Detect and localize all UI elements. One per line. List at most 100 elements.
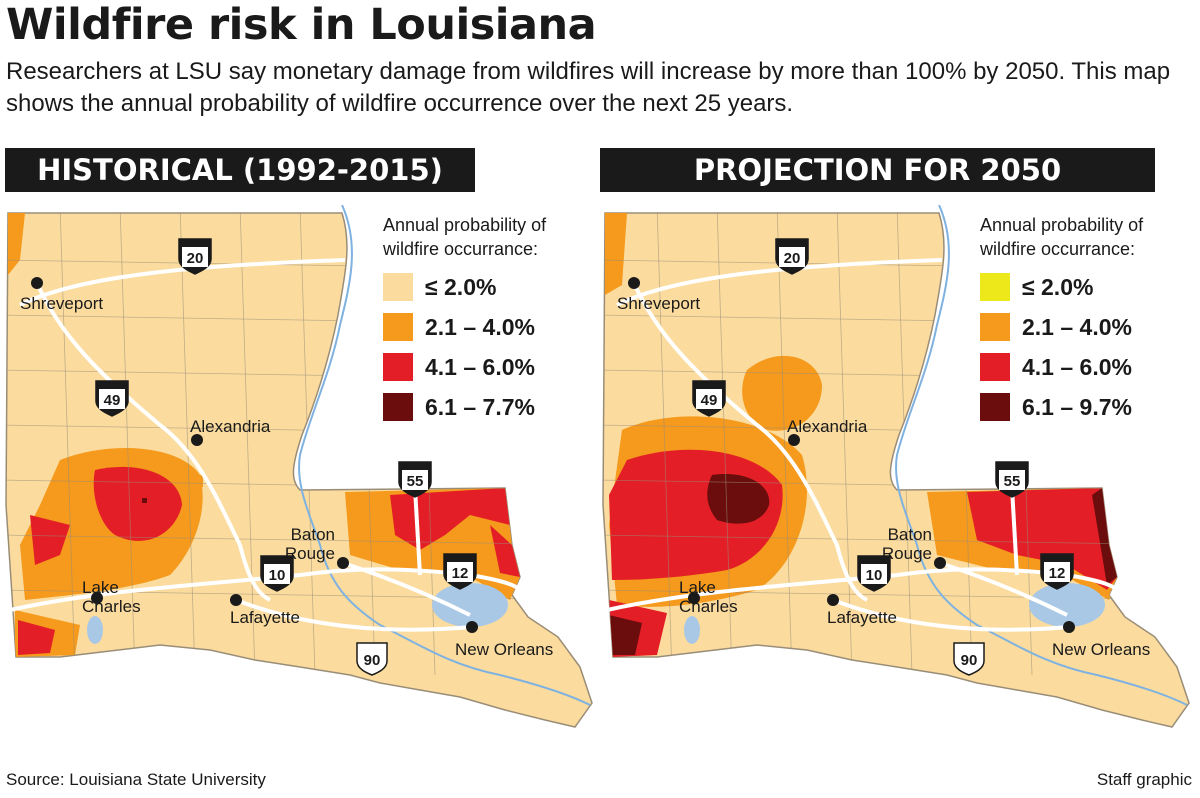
interstate-highway (342, 561, 471, 617)
projection-map: 20 49 10 55 12 90 Shreveport Alexandria Baton Rou… (602, 205, 1190, 728)
highway-number: 90 (961, 652, 978, 669)
risk-zone (93, 466, 182, 541)
highway-shield-icon: 55 (398, 461, 432, 498)
interstate-highway (616, 258, 943, 307)
credit: Staff graphic (1096, 770, 1192, 789)
shield-face (999, 470, 1025, 490)
historical-map: 20 49 10 55 12 90 Shreveport Alexandria Baton Rou… (5, 205, 593, 728)
risk-zone (609, 615, 642, 655)
risk-zone (707, 474, 770, 524)
legend-swatch (383, 273, 413, 301)
highway-shield-icon: 90 (356, 642, 388, 676)
risk-zone (142, 498, 147, 503)
shield-face (402, 470, 428, 490)
risk-zone (1092, 488, 1117, 585)
lake-pontchartrain (432, 583, 508, 627)
legend-swatch (383, 393, 413, 421)
city-dot-icon (934, 557, 946, 569)
city-label: Shreveport (20, 294, 103, 313)
highway-shield-icon: 49 (95, 380, 129, 417)
shield-shape (356, 642, 388, 676)
city-dot-icon (688, 592, 700, 604)
interstate-highway (35, 282, 271, 602)
city-dot-icon (230, 594, 242, 606)
interstate-highway (632, 282, 868, 602)
interstate-highway (413, 487, 422, 576)
interstate-highway (832, 598, 1070, 632)
projection-header: PROJECTION FOR 2050 (600, 148, 1155, 192)
highway-number: 90 (364, 652, 381, 669)
legend-item: ≤ 2.0% (383, 273, 573, 301)
city-label: Alexandria (787, 417, 868, 436)
legend-item: ≤ 2.0% (980, 273, 1170, 301)
shield-face (264, 564, 290, 584)
legend-title: Annual probability of wildfire occurranc… (383, 215, 547, 259)
parish-border (776, 213, 793, 676)
parish-border (119, 213, 136, 676)
highway-shield-icon: 12 (443, 553, 477, 590)
city-dot-icon (191, 434, 203, 446)
parish-border (239, 213, 256, 676)
legend-item: 2.1 – 4.0% (383, 313, 573, 341)
city-dot-icon (628, 277, 640, 289)
source-note: Source: Louisiana State University (6, 770, 266, 789)
risk-zone (8, 213, 25, 275)
risk-zone (967, 488, 1117, 590)
interstate-highway (939, 561, 1068, 617)
shield-face (696, 389, 722, 409)
highway-shield-icon: 10 (857, 555, 891, 592)
subtitle: Researchers at LSU say monetary damage f… (6, 58, 1171, 117)
legend-swatch (980, 353, 1010, 381)
risk-zones (6, 213, 592, 676)
city-dot-icon (827, 594, 839, 606)
parish-border (179, 213, 196, 676)
legend-swatch (383, 313, 413, 341)
highway-number: 20 (784, 250, 801, 267)
interstate-highway (606, 567, 1124, 612)
mississippi-river (895, 205, 1188, 706)
risk-zone (390, 488, 510, 550)
interstate-highway (235, 598, 473, 632)
shield-face (861, 564, 887, 584)
highway-shield-icon: 12 (1040, 553, 1074, 590)
city-dot-icon (466, 621, 478, 633)
shield-face (779, 247, 805, 267)
city-label: Alexandria (190, 417, 271, 436)
risk-zone (490, 525, 520, 577)
highway-number: 12 (1049, 565, 1066, 582)
highway-number: 55 (407, 473, 424, 490)
legend-item: 6.1 – 7.7% (383, 393, 573, 421)
highway-number: 10 (269, 567, 286, 584)
mississippi-river (298, 205, 591, 706)
city-label: Baton Rouge (285, 525, 335, 563)
lake-pontchartrain (1029, 583, 1105, 627)
city-label: New Orleans (455, 640, 553, 659)
highway-number: 49 (701, 392, 718, 409)
highway-shield-icon: 49 (692, 380, 726, 417)
risk-zone (18, 620, 55, 655)
legend-swatch (980, 313, 1010, 341)
risk-zone (30, 515, 70, 565)
calcasieu-lake (87, 616, 103, 644)
legend-item: 6.1 – 9.7% (980, 393, 1170, 421)
shield-shape (953, 642, 985, 676)
shield-face (447, 562, 473, 582)
city-label: Shreveport (617, 294, 700, 313)
page-title: Wildfire risk in Louisiana (6, 0, 597, 50)
projection-legend: Annual probability of wildfire occurranc… (980, 213, 1170, 421)
highway-number: 20 (187, 250, 204, 267)
city-label: Lafayette (230, 608, 300, 627)
parish-border (603, 534, 1189, 546)
city-label: Baton Rouge (882, 525, 932, 563)
city-dot-icon (337, 557, 349, 569)
shield-face (182, 247, 208, 267)
legend-swatch (980, 393, 1010, 421)
highway-number: 12 (452, 565, 469, 582)
legend-swatch (383, 353, 413, 381)
parish-border (716, 213, 733, 676)
legend-item: 4.1 – 6.0% (383, 353, 573, 381)
city-dot-icon (31, 277, 43, 289)
highway-shield-icon: 20 (775, 238, 809, 275)
interstate-highway (19, 258, 346, 307)
city-dot-icon (91, 592, 103, 604)
